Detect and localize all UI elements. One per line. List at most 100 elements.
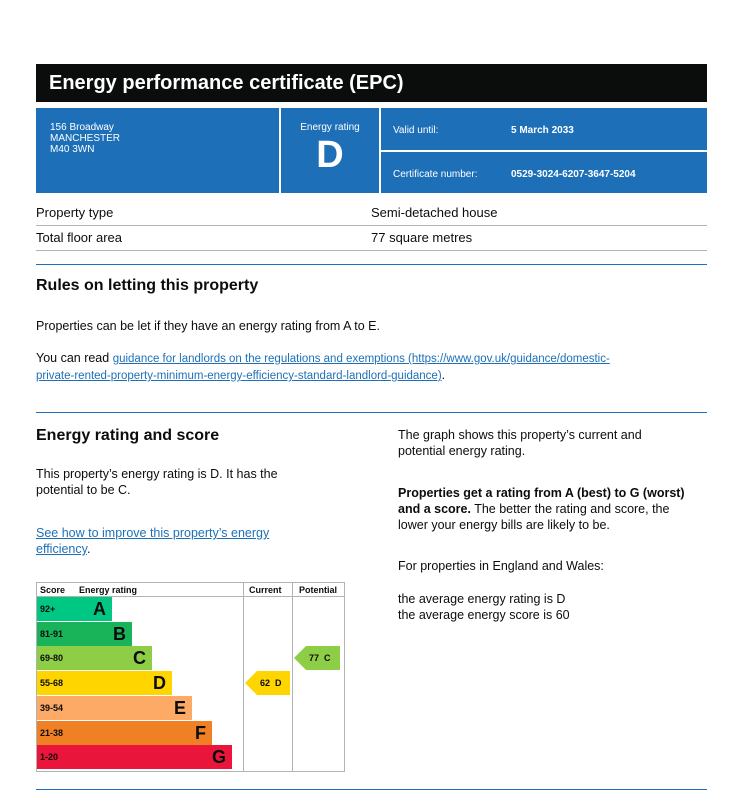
graph-description-line-2: potential energy rating.: [398, 444, 526, 458]
band-bar: G: [73, 745, 232, 770]
rating-band-c: 69-80 C: [37, 646, 243, 671]
section-divider: [36, 789, 707, 790]
chart-header-potential: Potential: [299, 585, 338, 595]
england-wales-intro: For properties in England and Wales:: [398, 559, 604, 573]
energy-rating-letter: D: [316, 134, 344, 176]
band-bar: B: [73, 621, 132, 646]
band-bar: F: [73, 720, 212, 745]
band-letter: E: [173, 697, 186, 718]
band-score-cell: [37, 745, 73, 770]
band-score-range: 39-54: [40, 702, 64, 713]
current-arrow-shape: [245, 671, 290, 696]
band-letter: B: [113, 623, 126, 644]
rating-summary: This property’s energy rating is D. It h…: [36, 466, 278, 498]
band-letter: F: [195, 722, 206, 743]
band-bar: D: [73, 671, 172, 696]
certificate-number-label: Certificate number:: [393, 169, 478, 180]
valid-until-label: Valid until:: [393, 125, 439, 136]
landlord-guidance-link[interactable]: guidance for landlords on the regulation…: [112, 353, 610, 365]
rating-band-a: 92+ A: [37, 597, 243, 621]
rating-band-g: 1-20 G: [37, 745, 243, 770]
potential-arrow-shape: [294, 646, 340, 671]
band-score-cell: [37, 646, 73, 671]
average-energy-score: the average energy score is 60: [398, 608, 570, 622]
energy-rating-heading: Energy rating and score: [36, 427, 220, 444]
band-score-range: 81-91: [40, 628, 64, 639]
chart-column-divider: [292, 583, 293, 771]
address-line-1: 156 Broadway: [50, 122, 114, 133]
section-divider: [36, 412, 707, 413]
property-type-value: Semi-detached house: [371, 205, 498, 220]
band-score-range: 69-80: [40, 653, 64, 664]
property-type-label: Property type: [36, 205, 114, 220]
current-rating-label: 62 D: [260, 678, 282, 689]
rating-band-f: 21-38 F: [37, 720, 243, 745]
page-title: Energy performance certificate (EPC): [36, 64, 707, 102]
band-bar: A: [73, 597, 112, 621]
rating-band-d: 55-68 D: [37, 671, 243, 696]
landlord-guidance-link-continued[interactable]: private-rented-property-minimum-energy-e…: [36, 370, 442, 382]
band-score-range: 55-68: [40, 678, 64, 689]
rating-explanation-bold-1: Properties get a rating from A (best) to…: [398, 486, 685, 500]
section-divider: [36, 264, 707, 265]
floor-area-value: 77 square metres: [371, 230, 473, 245]
divider: [379, 108, 381, 193]
graph-description-line-1: The graph shows this property’s current …: [398, 428, 642, 442]
rating-band-e: 39-54 E: [37, 695, 243, 720]
chart-header-energy-rating: Energy rating: [79, 585, 138, 595]
improve-efficiency-paragraph: See how to improve this property’s energ…: [36, 525, 269, 557]
rating-explanation: Properties get a rating from A (best) to…: [398, 485, 685, 533]
floor-area-row: Total floor area 77 square metres: [36, 226, 707, 251]
graph-description: The graph shows this property’s current …: [398, 427, 642, 459]
property-type-row: Property type Semi-detached house: [36, 201, 707, 226]
band-letter: A: [93, 599, 106, 619]
property-address: 156 Broadway MANCHESTER M40 3WN: [50, 122, 120, 155]
band-letter: C: [133, 648, 146, 669]
improve-efficiency-link-continued[interactable]: efficiency: [36, 542, 87, 556]
energy-rating-label: Energy rating: [300, 122, 360, 133]
band-score-cell: [37, 671, 73, 696]
current-arrow: [245, 671, 290, 696]
band-letter: G: [211, 747, 226, 768]
average-energy-rating: the average energy rating is D: [398, 592, 566, 606]
band-letter: D: [153, 673, 166, 694]
chart-header-current: Current: [249, 585, 282, 595]
guidance-prefix: You can read: [36, 351, 113, 365]
floor-area-label: Total floor area: [36, 230, 122, 245]
band-score-range: 1-20: [40, 752, 59, 763]
energy-rating-chart: Score Energy rating Current Potential 92…: [36, 582, 345, 772]
band-score-range: 92+: [40, 604, 56, 614]
chart-column-divider: [243, 583, 244, 771]
divider: [381, 150, 707, 152]
rules-guidance-paragraph: You can read guidance for landlords on t…: [36, 350, 707, 384]
guidance-suffix: .: [441, 368, 446, 382]
rating-explanation-rest-1: The better the rating and score, the: [470, 502, 670, 516]
address-line-2: MANCHESTER: [50, 133, 121, 144]
rating-summary-line-2: potential to be C.: [36, 483, 131, 497]
chart-header-divider: [37, 596, 344, 597]
band-bar: E: [73, 695, 192, 720]
valid-until-value: 5 March 2033: [511, 125, 574, 136]
certificate-summary-panel: 156 Broadway MANCHESTER M40 3WN Energy r…: [36, 108, 707, 193]
potential-rating-label: 77 C: [309, 653, 331, 664]
divider: [279, 108, 281, 193]
rating-band-b: 81-91 B: [37, 621, 243, 646]
band-score-range: 21-38: [40, 727, 64, 738]
address-postcode: M40 3WN: [50, 144, 95, 155]
rules-paragraph: Properties can be let if they have an en…: [36, 319, 380, 333]
improve-efficiency-link[interactable]: See how to improve this property’s energ…: [36, 526, 270, 540]
energy-rating-box: Energy rating D: [281, 108, 379, 193]
certificate-number-value: 0529-3024-6207-3647-5204: [511, 169, 636, 180]
chart-header-score: Score: [40, 585, 66, 595]
rules-heading: Rules on letting this property: [36, 277, 259, 294]
rating-explanation-rest-2: lower your energy bills are likely to be…: [398, 518, 610, 532]
band-score-cell: [37, 621, 73, 646]
band-score-cell: [37, 695, 73, 720]
band-score-cell: [37, 597, 73, 621]
band-bar: C: [73, 646, 152, 671]
average-rating-info: the average energy rating is D the averag…: [398, 591, 570, 623]
improve-efficiency-suffix: .: [86, 542, 91, 556]
potential-arrow: [294, 646, 340, 671]
rating-explanation-bold-2: and a score.: [398, 502, 471, 516]
rating-summary-line-1: This property’s energy rating is D. It h…: [36, 467, 278, 481]
